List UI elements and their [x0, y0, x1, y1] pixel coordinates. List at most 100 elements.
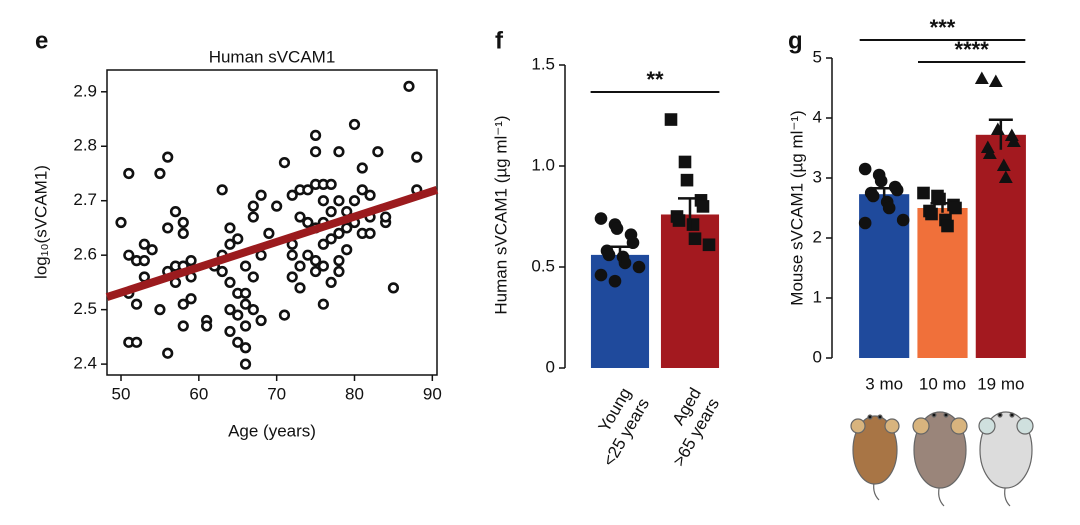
data-point: [325, 276, 337, 289]
data-point: [610, 222, 624, 235]
data-point: [162, 347, 174, 359]
y-tick-label: 2.4: [73, 354, 97, 373]
y-tick-label: 1: [813, 287, 822, 306]
data-point: [169, 206, 182, 218]
x-axis-label: Age (years): [228, 421, 316, 440]
panel-label: f: [495, 27, 504, 54]
data-point: [138, 255, 150, 267]
data-point: [232, 233, 244, 245]
data-point: [154, 304, 166, 316]
error-bar: [930, 201, 955, 213]
data-point: [115, 216, 127, 229]
data-point: [162, 151, 174, 163]
data-point: [325, 206, 337, 218]
data-point: [380, 211, 392, 223]
data-point: [302, 216, 314, 229]
plot-frame: [106, 69, 438, 376]
y-tick-label: 1.5: [531, 54, 555, 73]
data-point: [982, 146, 997, 160]
data-point: [680, 173, 694, 187]
error-bar: [988, 118, 1013, 150]
data-point: [317, 260, 329, 272]
data-point: [998, 170, 1013, 184]
data-point: [278, 309, 291, 321]
data-point: [239, 287, 252, 299]
data-point: [271, 200, 283, 212]
data-point: [333, 195, 345, 207]
data-point: [333, 146, 345, 158]
data-point: [224, 238, 236, 250]
data-point: [974, 71, 989, 85]
y-axis-label: Human sVCAM1 (µg ml⁻¹): [491, 115, 510, 314]
data-point: [239, 260, 252, 272]
data-point: [302, 249, 314, 261]
data-point: [686, 218, 700, 231]
data-point: [325, 178, 337, 190]
data-point: [866, 189, 880, 203]
data-point: [618, 256, 632, 270]
data-point: [949, 201, 962, 215]
significance-label: ****: [955, 37, 990, 62]
x-tick-label: 3 mo: [865, 374, 903, 393]
data-point: [286, 249, 298, 261]
y-tick-label: 2.6: [73, 245, 97, 264]
data-point: [348, 118, 361, 131]
data-point: [302, 184, 314, 196]
data-point: [232, 336, 244, 348]
data-point: [874, 174, 888, 188]
data-point: [278, 156, 291, 169]
y-tick-label: 3: [813, 167, 822, 186]
x-tick-label: 90: [423, 384, 442, 403]
y-tick-label: 4: [813, 107, 822, 126]
data-point: [990, 122, 1005, 136]
data-point: [232, 309, 244, 321]
bar: [917, 208, 968, 358]
data-point: [154, 167, 166, 180]
data-point: [917, 186, 930, 200]
data-point: [255, 189, 267, 201]
data-point: [177, 216, 189, 229]
regression-line: [105, 186, 439, 301]
data-point: [224, 304, 236, 316]
data-point: [678, 155, 692, 169]
error-bar: [678, 197, 702, 231]
data-point: [341, 222, 353, 234]
data-point: [356, 184, 368, 196]
data-point: [411, 151, 423, 163]
data-point: [594, 268, 608, 282]
x-tick-label: 50: [112, 384, 131, 403]
data-point: [858, 162, 872, 176]
y-tick-label: 1.0: [531, 155, 555, 174]
data-point: [309, 129, 322, 141]
x-tick-label: 80: [345, 384, 364, 403]
data-point: [247, 304, 259, 316]
data-point: [247, 271, 259, 283]
data-point: [387, 282, 400, 294]
data-point: [177, 298, 189, 310]
points: [974, 71, 1021, 184]
data-point: [333, 227, 345, 239]
significance-label: ***: [930, 15, 956, 40]
y-tick-label: 0.5: [531, 256, 555, 275]
data-point: [286, 271, 298, 283]
x-tick-label: 70: [267, 384, 286, 403]
data-point: [594, 212, 608, 225]
data-point: [608, 274, 622, 288]
data-point: [309, 146, 322, 158]
data-point: [348, 195, 361, 207]
mouse-illustrations: [850, 411, 1034, 507]
error-bar: [608, 245, 632, 263]
data-point: [333, 265, 345, 278]
points: [664, 113, 716, 252]
data-point: [162, 222, 174, 234]
data-point: [364, 227, 376, 239]
data-point: [239, 298, 252, 310]
significance-label: **: [646, 67, 664, 92]
data-point: [146, 244, 158, 256]
data-point: [247, 200, 259, 212]
y-tick-label: 5: [813, 47, 822, 66]
data-point: [988, 74, 1003, 88]
y-axis-label: log₁₀(sVCAM1): [31, 165, 50, 279]
data-point: [123, 167, 135, 180]
